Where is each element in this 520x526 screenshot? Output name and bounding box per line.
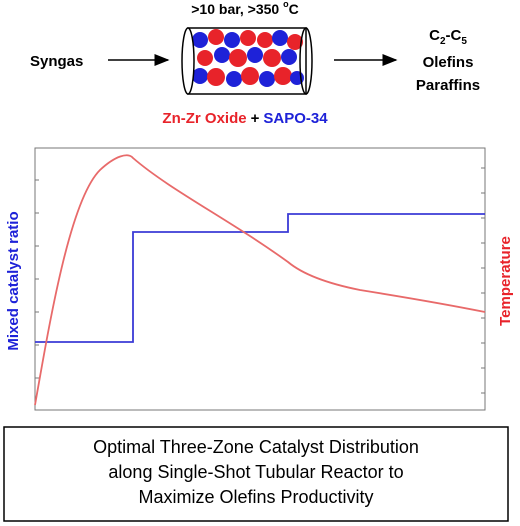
caption-line: Maximize Olefins Productivity	[138, 487, 373, 507]
formula-subscript: 5	[461, 36, 467, 47]
product-line: Olefins	[423, 54, 474, 71]
caption-line: along Single-Shot Tubular Reactor to	[108, 462, 403, 482]
catalyst-ratio-curve	[35, 213, 485, 343]
conditions-unit: C	[289, 1, 299, 17]
product-formula: C2-C5	[429, 27, 467, 47]
zeolite-label: SAPO-34	[263, 110, 328, 127]
right-axis-label: Temperature	[497, 236, 514, 326]
product-line: Paraffins	[416, 77, 480, 94]
plot	[34, 147, 486, 411]
caption-box	[3, 426, 509, 522]
left-axis-label: Mixed catalyst ratio	[5, 211, 22, 350]
plot-frame	[34, 147, 486, 411]
conditions: >10 bar, >350 oC	[191, 0, 298, 17]
feed-label: Syngas	[30, 53, 83, 70]
reactor	[181, 27, 313, 95]
formula-part: C	[429, 27, 440, 44]
catalyst-legend: Zn-Zr Oxide + SAPO-34	[162, 110, 328, 127]
formula-part: -C	[446, 27, 462, 44]
degree-mark: o	[283, 0, 289, 9]
axis-ticks	[35, 167, 485, 394]
formula-subscript: 2	[440, 36, 446, 47]
oxide-label: Zn-Zr Oxide	[162, 110, 246, 127]
conditions-text: >10 bar, >350	[191, 1, 283, 17]
caption-line: Optimal Three-Zone Catalyst Distribution	[93, 437, 419, 457]
temperature-curve	[34, 154, 486, 406]
plus-sign: +	[251, 110, 260, 127]
